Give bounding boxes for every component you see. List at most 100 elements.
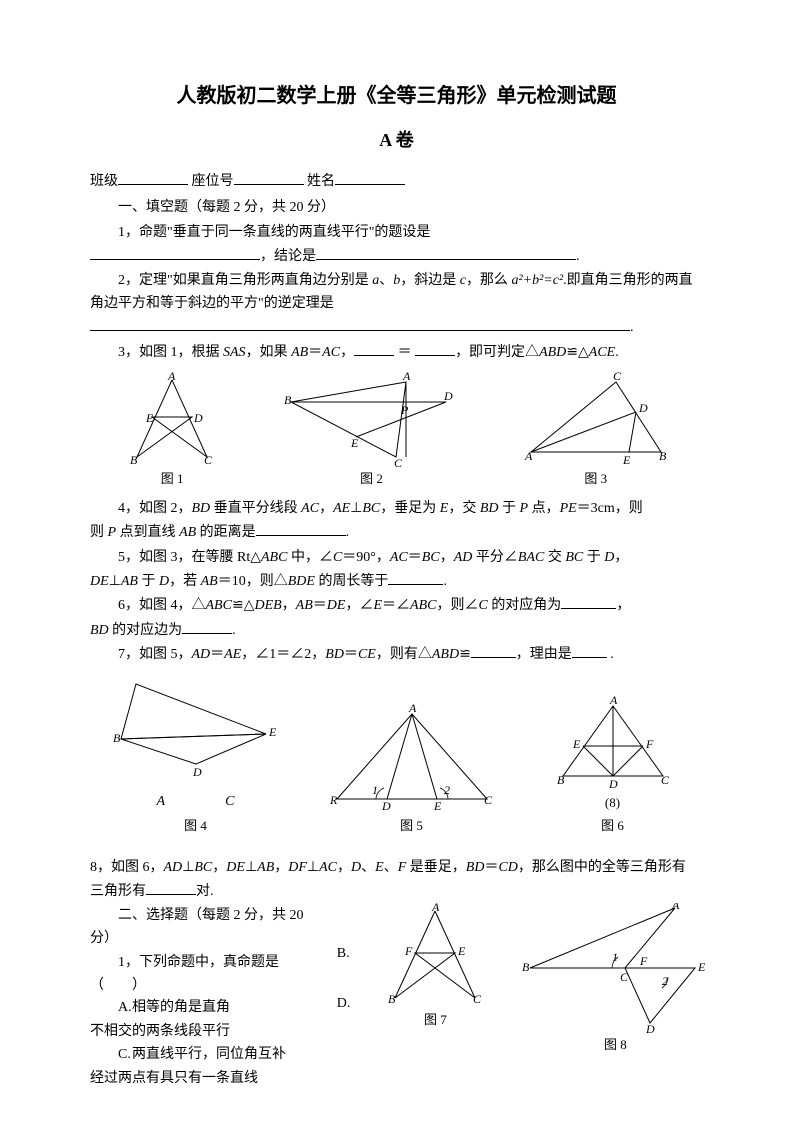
seat-blank[interactable] [234,171,304,185]
section2-row: 二、选择题（每题 2 分，共 20 分） 1，下列命题中，真命题是（ ） A.相… [90,903,703,1090]
q6: 6，如图 4，△ABC≌△DEB，AB＝DE，∠E＝∠ABC，则∠C 的对应角为… [90,595,703,617]
figure-8: A B C F E D 1 2 图 8 [520,903,710,1056]
svg-text:E: E [350,436,359,450]
q4e: ，垂足为 [380,501,440,516]
svg-text:A: A [431,903,440,914]
q3b: ，如果 [246,345,292,360]
q2-blank[interactable] [90,317,630,331]
svg-text:C: C [394,456,403,467]
fig4-caption: 图 4 [184,816,207,837]
q8: 8，如图 6，AD⊥BC，DE⊥AB，DF⊥AC，D、E、F 是垂足，BD＝CD… [90,857,703,879]
q5: 5，如图 3，在等腰 Rt△ABC 中，∠C＝90°，AC＝BC，AD 平分∠B… [90,547,703,569]
q8-ab: AB [257,860,274,875]
optA-row: A.相等的角是直角 [90,997,317,1019]
q3-sas: SAS [223,345,246,360]
q6a: 6，如图 4，△ [118,598,206,613]
q5j: ⊥ [109,574,121,589]
q3-abd: ABD [539,345,566,360]
q7b: ＝ [210,647,224,662]
q3-blank1[interactable] [354,342,394,356]
section2-figs: B. D. A F E B C 图 7 A B [337,903,711,1056]
q8-F: F [398,860,407,875]
svg-text:D: D [192,765,202,779]
svg-text:2: 2 [662,974,668,988]
fig6-caption: 图 6 [601,816,624,837]
svg-text:C: C [613,372,622,383]
q1-blank1[interactable] [90,246,260,260]
q3: 3，如图 1，根据 SAS，如果 AB＝AC， ＝ ，即可判定△ABD≌△ACE… [90,342,703,364]
q1: 1，命题"垂直于同一条直线的两直线平行"的题设是 [90,222,703,244]
q2: 2，定理"如果直角三角形两直角边分别是 a、b，斜边是 c，那么 a²+b²=c… [90,270,703,315]
svg-text:B: B [522,960,530,974]
q4-line2: 则 P 点到直线 AB 的距离是. [90,522,703,544]
fig2-svg: B A C P D E [276,372,466,467]
q7d: ＝ [344,647,358,662]
q3-ace: ACE [589,345,615,360]
q4-P: P [520,501,529,516]
optC-pre: C. [90,1044,132,1066]
q6-blank1[interactable] [561,595,616,609]
q2a: 2，定理"如果直角三角形两直角边分别是 [118,273,372,288]
q7a: 7，如图 5， [118,647,192,662]
class-blank[interactable] [118,171,188,185]
svg-text:D: D [381,799,391,813]
fig4-svg: B E D [111,674,281,789]
q4j: 点到直线 [116,525,179,540]
q8-blank[interactable] [146,881,196,895]
q6-abc2: ABC [410,598,436,613]
seat-label: 座位号 [192,174,234,189]
q5a: 5，如图 3，在等腰 Rt△ [118,550,261,565]
figure-6: A B C D E F (8) 图 6 [543,696,683,837]
section2-heading: 二、选择题（每题 2 分，共 20 分） [90,905,317,950]
q5c: ＝90°， [342,550,390,565]
q4-blank[interactable] [256,522,346,536]
svg-text:E: E [268,725,277,739]
name-blank[interactable] [335,171,405,185]
q3-blank2[interactable] [415,342,455,356]
q8-df: DF [288,860,307,875]
q7-blank2[interactable] [572,644,607,658]
q8-de: DE [226,860,245,875]
svg-text:A: A [671,903,680,912]
q1-mid: ，结论是 [260,249,316,264]
svg-text:C: C [473,992,482,1006]
svg-text:B: B [557,773,565,787]
q5d: ＝ [408,550,422,565]
optC[interactable]: 两直线平行，同位角互补 [132,1044,286,1066]
svg-text:R: R [329,793,338,807]
q5-bc2: BC [565,550,583,565]
q6b: ≌△ [232,598,255,613]
q7-ae: AE [224,647,241,662]
q3-ac: AC [322,345,340,360]
q6-blank2[interactable] [182,620,232,634]
fig3-svg: A B C D E [511,372,681,467]
q8k: ＝ [484,860,498,875]
q7-ce: CE [358,647,376,662]
q4i2: 则 P [90,525,116,540]
q4a: 4，如图 2， [118,501,192,516]
q4-ac: AC [301,501,319,516]
q3-ab: AB [291,345,308,360]
optB[interactable]: 不相交的两条线段平行 [90,1021,317,1043]
q5-blank[interactable] [388,571,443,585]
q3g: ≌△ [566,345,589,360]
figures-row-1: A E D B C 图 1 B A C P D E 图 2 A B [90,372,703,490]
q1-blank2[interactable] [316,246,576,260]
q4f: ，交 [448,501,480,516]
optD[interactable]: 经过两点有具只有一条直线 [90,1068,317,1090]
q3d: ， [340,345,354,360]
q7c: ，∠1＝∠2， [241,647,325,662]
q3a: 3，如图 1，根据 [118,345,223,360]
q8j: 是垂足， [406,860,466,875]
svg-text:E: E [145,411,154,425]
fig4-C: C [225,791,234,813]
q3h: . [615,345,619,360]
class-label: 班级 [90,174,118,189]
q7-blank1[interactable] [471,644,516,658]
optA[interactable]: 相等的角是直角 [132,997,230,1019]
q3f: ，即可判定△ [455,345,539,360]
fig1-caption: 图 1 [161,469,184,490]
fig5-caption: 图 5 [400,816,423,837]
fig7-caption: 图 7 [424,1010,447,1031]
q8c: ， [212,860,226,875]
